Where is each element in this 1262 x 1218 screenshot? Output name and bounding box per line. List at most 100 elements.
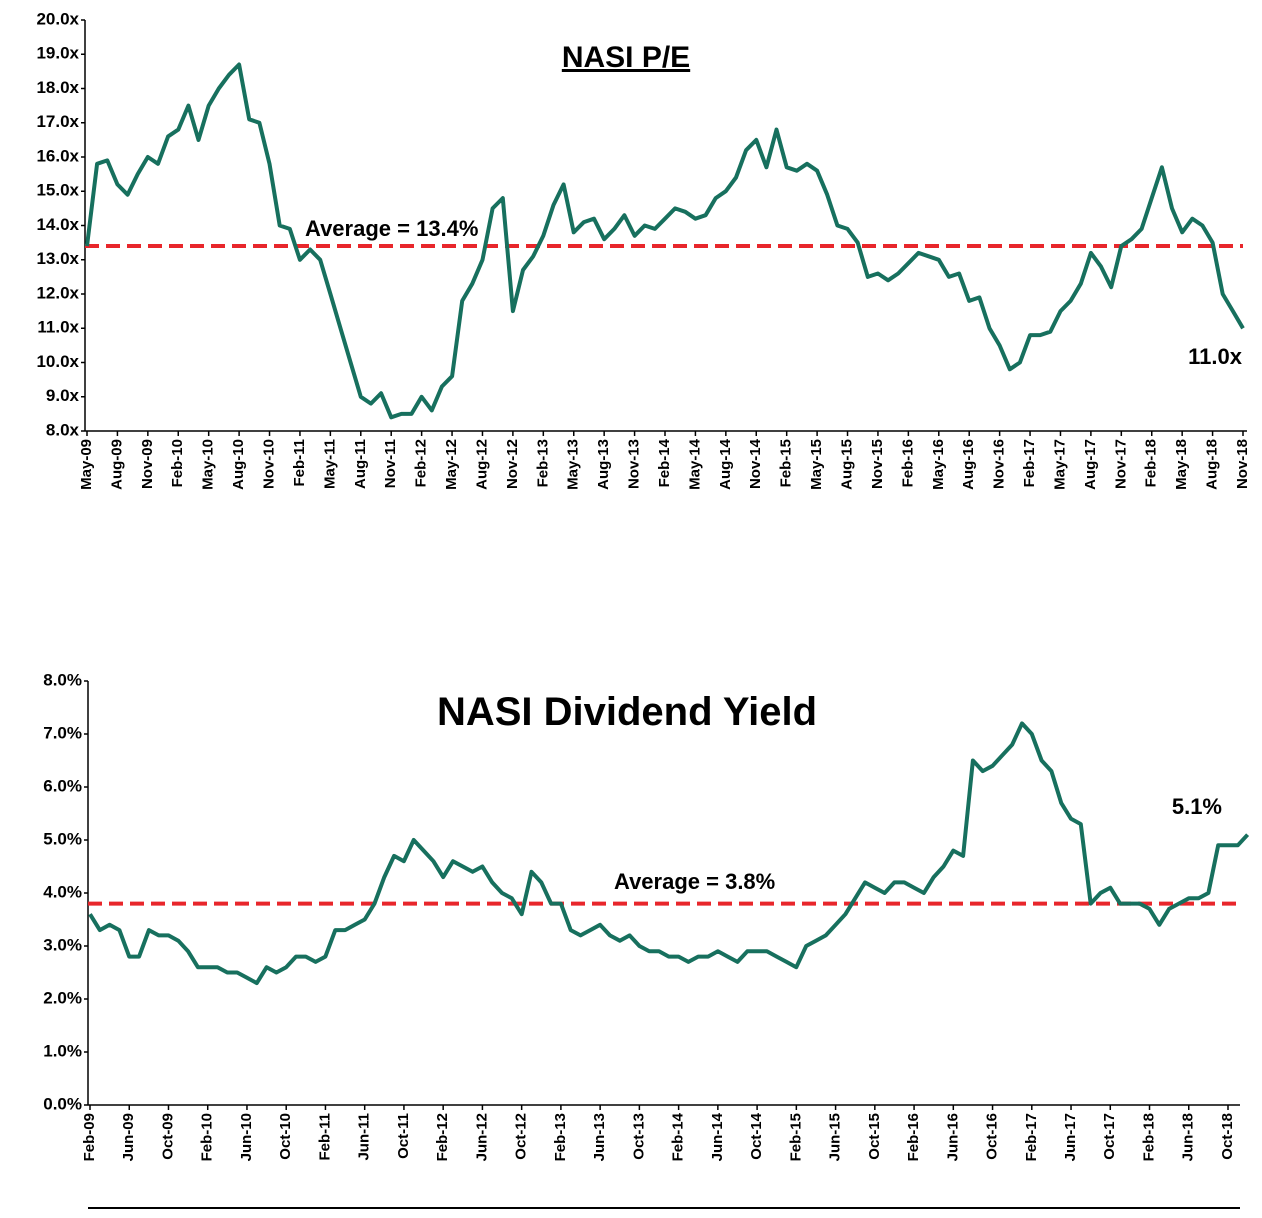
x-tick-label: Aug-10: [230, 439, 247, 490]
x-tick-label: Feb-14: [670, 1112, 687, 1161]
x-tick-label: May-15: [808, 439, 825, 490]
x-tick-label: Feb-12: [434, 1113, 451, 1161]
x-tick-label: Jun-17: [1062, 1113, 1079, 1161]
x-tick-label: Nov-09: [139, 439, 156, 489]
y-tick-label: 15.0x: [36, 181, 79, 200]
x-tick-label: Feb-14: [656, 438, 673, 487]
y-tick-label: 1.0%: [43, 1041, 82, 1060]
x-tick-label: Nov-14: [747, 438, 764, 489]
average-label: Average = 3.8%: [614, 869, 775, 894]
y-tick-label: 12.0x: [36, 283, 79, 302]
y-tick-label: 19.0x: [36, 44, 79, 63]
x-tick-label: Feb-16: [905, 1113, 922, 1161]
x-tick-label: Jun-13: [591, 1113, 608, 1161]
average-label: Average = 13.4%: [305, 216, 478, 241]
x-tick-label: Aug-11: [352, 439, 369, 489]
x-tick-label: Oct-09: [159, 1113, 176, 1160]
x-tick-label: Oct-16: [984, 1113, 1001, 1160]
x-tick-label: Feb-09: [81, 1113, 98, 1161]
y-tick-label: 9.0x: [46, 386, 80, 405]
x-tick-label: Feb-13: [534, 439, 551, 487]
x-tick-label: Nov-15: [869, 439, 886, 489]
x-tick-label: Jun-18: [1180, 1113, 1197, 1161]
x-tick-label: Oct-14: [748, 1112, 765, 1159]
x-tick-label: Oct-12: [513, 1113, 530, 1160]
x-tick-label: Oct-17: [1101, 1113, 1118, 1160]
chart-title: NASI P/E: [562, 41, 690, 74]
y-tick-label: 11.0x: [37, 318, 79, 337]
y-tick-label: 16.0x: [36, 146, 79, 165]
x-tick-label: Aug-18: [1204, 439, 1221, 490]
x-tick-label: May-13: [565, 439, 582, 490]
x-tick-label: Feb-10: [199, 1113, 216, 1161]
y-tick-label: 6.0%: [43, 776, 82, 795]
y-tick-label: 4.0%: [43, 882, 82, 901]
x-tick-label: Oct-15: [866, 1113, 883, 1160]
x-tick-label: Feb-11: [316, 1113, 333, 1161]
x-tick-label: Nov-10: [260, 439, 277, 489]
chart-title: NASI Dividend Yield: [437, 690, 817, 734]
x-tick-label: Jun-12: [473, 1113, 490, 1161]
x-tick-label: May-10: [200, 439, 217, 490]
x-tick-label: Nov-13: [626, 439, 643, 489]
x-tick-label: Feb-11: [291, 439, 308, 487]
y-tick-label: 10.0x: [36, 352, 79, 371]
x-tick-label: Aug-16: [960, 439, 977, 490]
x-tick-label: Nov-11: [382, 439, 399, 488]
x-tick-label: May-09: [78, 439, 95, 490]
x-tick-label: Feb-13: [552, 1113, 569, 1161]
x-tick-label: Jun-10: [238, 1113, 255, 1161]
x-tick-label: Nov-18: [1234, 439, 1251, 489]
y-tick-label: 8.0%: [43, 670, 82, 689]
x-tick-label: May-17: [1051, 439, 1068, 490]
y-tick-label: 2.0%: [43, 988, 82, 1007]
x-tick-label: May-12: [443, 439, 460, 490]
x-tick-label: Aug-13: [595, 439, 612, 490]
x-tick-label: Feb-18: [1143, 439, 1160, 487]
x-tick-label: May-11: [321, 439, 338, 489]
x-tick-label: May-18: [1173, 439, 1190, 490]
x-tick-label: Feb-15: [778, 439, 795, 487]
x-tick-label: Aug-12: [473, 439, 490, 490]
x-tick-label: Jun-11: [356, 1113, 373, 1161]
end-label: 11.0x: [1188, 344, 1243, 369]
y-tick-label: 17.0x: [36, 112, 79, 131]
x-tick-label: May-14: [686, 438, 703, 490]
x-tick-label: Feb-17: [1021, 439, 1038, 487]
y-tick-label: 5.0%: [43, 829, 82, 848]
x-tick-label: Feb-18: [1140, 1113, 1157, 1161]
x-tick-label: Feb-17: [1023, 1113, 1040, 1161]
x-tick-label: Oct-11: [395, 1113, 412, 1159]
x-tick-label: Jun-15: [827, 1113, 844, 1161]
x-tick-label: Feb-10: [169, 439, 186, 487]
y-tick-label: 3.0%: [43, 935, 82, 954]
x-tick-label: Feb-15: [787, 1113, 804, 1161]
x-tick-label: Aug-14: [717, 438, 734, 489]
x-tick-label: Jun-14: [709, 1112, 726, 1161]
y-tick-label: 0.0%: [43, 1094, 82, 1113]
y-tick-label: 18.0x: [36, 78, 79, 97]
x-tick-label: Nov-17: [1112, 439, 1129, 489]
x-tick-label: Aug-17: [1082, 439, 1099, 490]
x-tick-label: Aug-09: [108, 439, 125, 490]
x-tick-label: Aug-15: [838, 439, 855, 490]
x-tick-label: Oct-13: [630, 1113, 647, 1160]
x-tick-label: Jun-09: [120, 1113, 137, 1161]
y-tick-label: 8.0x: [46, 420, 80, 439]
y-tick-label: 7.0%: [43, 723, 82, 742]
y-tick-label: 20.0x: [36, 9, 79, 28]
x-tick-label: Nov-12: [504, 439, 521, 489]
y-tick-label: 14.0x: [36, 215, 79, 234]
x-tick-label: Nov-16: [991, 439, 1008, 489]
x-tick-label: Oct-10: [277, 1113, 294, 1160]
y-tick-label: 13.0x: [36, 249, 79, 268]
x-tick-label: Feb-16: [899, 439, 916, 487]
end-label: 5.1%: [1172, 794, 1222, 819]
x-tick-label: Feb-12: [413, 439, 430, 487]
data-line: [88, 721, 1250, 986]
x-tick-label: Oct-18: [1219, 1113, 1236, 1160]
x-tick-label: Jun-16: [944, 1113, 961, 1161]
data-line: [85, 62, 1245, 420]
x-tick-label: May-16: [930, 439, 947, 490]
